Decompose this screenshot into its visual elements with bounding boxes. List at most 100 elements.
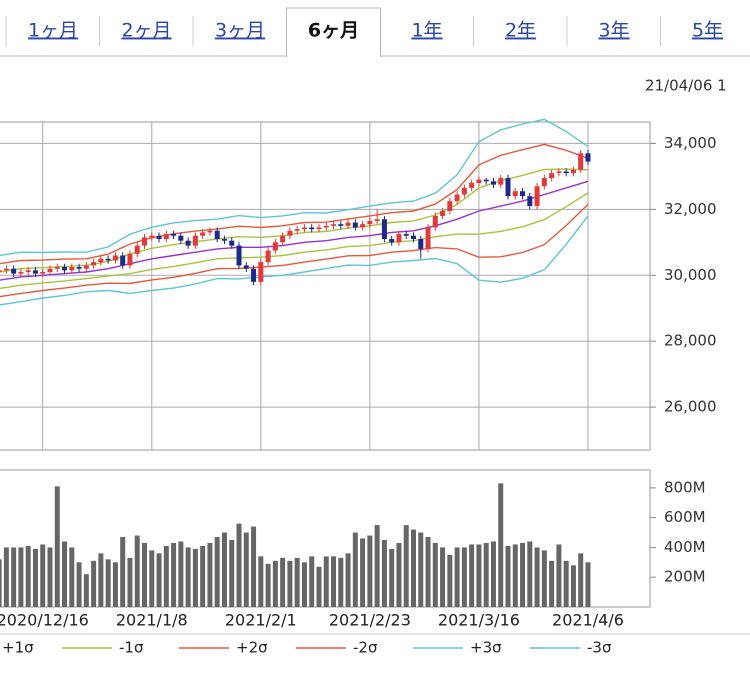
volume-bar — [47, 547, 53, 607]
candle-body — [251, 268, 257, 282]
x-tick-label: 2021/2/23 — [329, 611, 411, 630]
date-stamp: 21/04/06 1 — [645, 77, 727, 95]
volume-bar — [432, 542, 438, 607]
volume-bar — [25, 545, 31, 607]
volume-bar — [200, 545, 206, 607]
tab[interactable]: 1ヶ月 — [28, 20, 78, 42]
volume-bar — [185, 547, 191, 607]
volume-bar — [410, 529, 416, 607]
volume-bar — [112, 562, 118, 607]
candle-body — [62, 267, 68, 271]
volume-bar — [527, 541, 533, 607]
candle-body — [338, 224, 344, 226]
volume-bar — [83, 574, 89, 607]
volume-bar — [3, 547, 9, 607]
volume-bar — [461, 547, 467, 607]
volume-bar — [214, 537, 220, 607]
volume-bar — [265, 563, 271, 607]
candle-body — [149, 235, 155, 238]
candle-body — [54, 267, 60, 269]
band-line — [0, 180, 589, 281]
volume-bar — [105, 559, 111, 607]
candle-body — [425, 227, 431, 249]
volume-bar — [498, 483, 504, 607]
tab[interactable]: 2年 — [505, 20, 536, 42]
volume-bar — [287, 560, 293, 607]
volume-bar — [338, 557, 344, 607]
y-tick-label: 32,000 — [664, 200, 717, 218]
tab[interactable]: 3年 — [598, 20, 629, 42]
candle-body — [98, 258, 104, 263]
volume-bar — [134, 535, 140, 607]
x-tick-label: 2021/2/1 — [225, 611, 297, 630]
volume-bar — [454, 547, 460, 607]
tab[interactable]: 3ヶ月 — [215, 20, 265, 42]
candle-body — [367, 220, 373, 225]
candle-body — [585, 153, 591, 162]
tab[interactable]: 5年 — [692, 20, 723, 42]
candle-body — [127, 253, 133, 266]
legend-label: -2σ — [353, 639, 378, 657]
volume-bar — [360, 538, 366, 607]
x-tick-label: 2020/12/16 — [0, 611, 89, 630]
y-tick-label: 30,000 — [664, 266, 717, 284]
legend-label: +2σ — [236, 639, 268, 657]
y-tick-label: 28,000 — [664, 332, 717, 350]
candle-body — [192, 235, 198, 246]
candle-body — [316, 227, 322, 230]
candle-body — [221, 239, 227, 241]
candle-body — [294, 229, 300, 231]
volume-bar — [229, 539, 235, 607]
volume-bar — [309, 556, 315, 607]
volume-bar — [469, 544, 475, 607]
candle-body — [83, 265, 89, 269]
y-tick-label: 400M — [664, 538, 706, 556]
volume-bar — [178, 541, 184, 607]
candle-body — [156, 235, 162, 240]
volume-bar — [142, 542, 147, 607]
volume-bar — [447, 554, 453, 607]
candle-body — [105, 258, 111, 261]
candle-body — [410, 235, 416, 240]
candle-body — [461, 187, 467, 195]
volume-bar — [18, 547, 24, 607]
candle-body — [563, 171, 569, 174]
candle-body — [236, 245, 242, 266]
volume-bar — [236, 523, 242, 607]
band-line — [0, 215, 589, 306]
candle-body — [469, 182, 475, 188]
candle-body — [578, 153, 584, 170]
candle-body — [534, 186, 540, 207]
volume-bar — [54, 486, 60, 607]
candle-body — [505, 178, 511, 197]
tab[interactable]: 6ヶ月 — [308, 20, 359, 42]
legend-label: -1σ — [119, 639, 144, 657]
candle-body — [32, 270, 38, 274]
volume-bar — [120, 537, 126, 607]
volume-bar — [512, 544, 518, 607]
tab[interactable]: 2ヶ月 — [121, 20, 171, 42]
volume-bar — [483, 542, 489, 607]
candle-body — [541, 178, 547, 187]
volume-bar — [62, 541, 68, 607]
candle-body — [360, 224, 366, 228]
candle-body — [490, 181, 496, 185]
candle-body — [25, 270, 31, 272]
volume-bar — [367, 535, 373, 607]
volume-bar — [585, 562, 591, 607]
candle-body — [280, 235, 286, 243]
volume-bar — [418, 532, 424, 607]
volume-bar — [345, 553, 351, 607]
volume-bar — [301, 562, 307, 607]
volume-bar — [258, 556, 264, 607]
selected-tab — [286, 7, 381, 57]
candle-body — [556, 171, 562, 174]
volume-bar — [40, 544, 46, 607]
tab[interactable]: 1年 — [411, 20, 442, 42]
candle-body — [440, 211, 446, 216]
candle-body — [258, 262, 264, 282]
candle-body — [418, 239, 424, 249]
candle-body — [512, 191, 518, 197]
